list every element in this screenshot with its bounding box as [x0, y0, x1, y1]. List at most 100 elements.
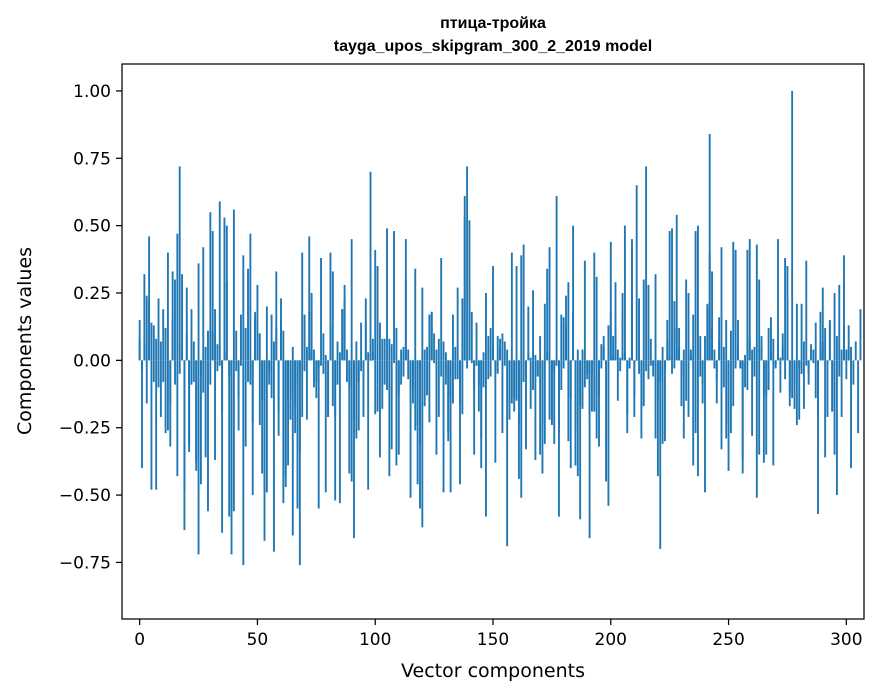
overlay-bar-5 [150, 360, 153, 490]
overlay-bar-27 [202, 360, 205, 393]
overlay-bar-178 [558, 360, 560, 434]
bar-55 [268, 360, 271, 385]
overlay-bar-151 [494, 360, 497, 372]
bar-269 [772, 360, 775, 466]
bar-218 [652, 360, 655, 377]
overlay-bar-173 [546, 268, 549, 361]
overlay-bar-277 [791, 360, 794, 399]
bar-104 [383, 360, 386, 385]
overlay-bar-149 [489, 328, 492, 361]
overlay-bar-263 [758, 360, 761, 455]
overlay-bar-274 [784, 257, 787, 361]
x-tick-label: 250 [712, 630, 744, 650]
overlay-bar-70 [303, 314, 306, 361]
bar-160 [515, 360, 518, 401]
overlay-bar-292 [826, 360, 829, 364]
y-tick-label: 0.25 [73, 284, 111, 304]
bar-84 [336, 341, 339, 361]
overlay-bar-140 [468, 282, 471, 361]
overlay-bar-223 [664, 360, 666, 369]
bar-281 [800, 303, 803, 361]
overlay-bar-293 [828, 319, 831, 361]
overlay-bar-298 [840, 360, 843, 417]
overlay-bar-231 [682, 349, 685, 361]
overlay-bar-198 [605, 360, 607, 482]
bar-199 [607, 360, 610, 506]
bar-126 [435, 360, 438, 455]
bar-260 [751, 360, 754, 436]
overlay-bar-66 [294, 360, 297, 407]
bar-58 [275, 271, 278, 361]
overlay-bar-282 [802, 341, 805, 361]
bar-85 [338, 360, 341, 504]
bar-102 [378, 322, 381, 361]
overlay-bar-84 [336, 360, 339, 385]
bar-56 [270, 360, 273, 399]
overlay-bar-167 [532, 360, 534, 390]
overlay-bar-7 [155, 338, 158, 361]
bar-283 [805, 260, 808, 361]
overlay-bar-100 [374, 249, 377, 361]
bars-group [138, 90, 862, 566]
overlay-bar-295 [833, 360, 836, 455]
overlay-bar-51 [258, 333, 261, 361]
overlay-bar-114 [407, 349, 410, 361]
overlay-bar-128 [440, 257, 443, 361]
overlay-bar-63 [287, 360, 289, 401]
overlay-bar-138 [463, 196, 466, 361]
bar-129 [442, 341, 445, 361]
overlay-bar-238 [699, 336, 702, 361]
overlay-bar-156 [506, 349, 509, 361]
overlay-bar-286 [812, 360, 815, 364]
bar-196 [600, 344, 603, 361]
overlay-bar-147 [484, 360, 487, 517]
x-tick-label: 100 [359, 630, 391, 650]
bar-302 [850, 346, 852, 361]
bar-93 [357, 360, 360, 431]
overlay-bar-115 [409, 360, 412, 393]
overlay-bar-275 [786, 266, 789, 361]
y-tick-label: 1.00 [73, 82, 111, 102]
bar-3 [145, 295, 148, 361]
overlay-bar-102 [378, 360, 381, 458]
overlay-bar-248 [722, 346, 725, 361]
overlay-bar-131 [447, 360, 450, 434]
bar-166 [529, 357, 532, 361]
overlay-bar-188 [581, 349, 584, 361]
overlay-bar-241 [706, 309, 709, 361]
overlay-bar-150 [492, 346, 494, 361]
overlay-bar-255 [739, 360, 742, 369]
overlay-bar-201 [612, 354, 615, 361]
chart-title: птица-тройка [440, 15, 546, 32]
bar-83 [334, 360, 337, 501]
overlay-bar-14 [171, 319, 174, 361]
overlay-bar-129 [442, 360, 445, 493]
overlay-bar-74 [313, 349, 315, 361]
bar-217 [649, 338, 652, 361]
bar-132 [449, 360, 452, 493]
overlay-bar-23 [192, 341, 195, 361]
bar-105 [386, 228, 388, 361]
bar-263 [758, 279, 761, 361]
overlay-bar-267 [767, 328, 770, 361]
bar-125 [433, 360, 436, 364]
overlay-bar-229 [678, 328, 681, 361]
bar-23 [192, 360, 195, 382]
bar-82 [331, 271, 334, 361]
bar-247 [720, 247, 723, 361]
overlay-bar-257 [744, 360, 746, 388]
bar-182 [567, 282, 570, 361]
overlay-bar-164 [525, 360, 527, 377]
bar-76 [317, 360, 320, 509]
bar-71 [305, 360, 308, 420]
bar-231 [682, 360, 685, 439]
overlay-bar-11 [164, 360, 167, 434]
bar-168 [534, 354, 537, 361]
bar-15 [174, 360, 176, 385]
overlay-bar-87 [343, 298, 346, 361]
overlay-bar-69 [301, 360, 304, 417]
overlay-bar-125 [433, 333, 436, 361]
overlay-bar-214 [642, 360, 645, 407]
overlay-bar-16 [176, 360, 179, 477]
bar-249 [725, 360, 728, 439]
